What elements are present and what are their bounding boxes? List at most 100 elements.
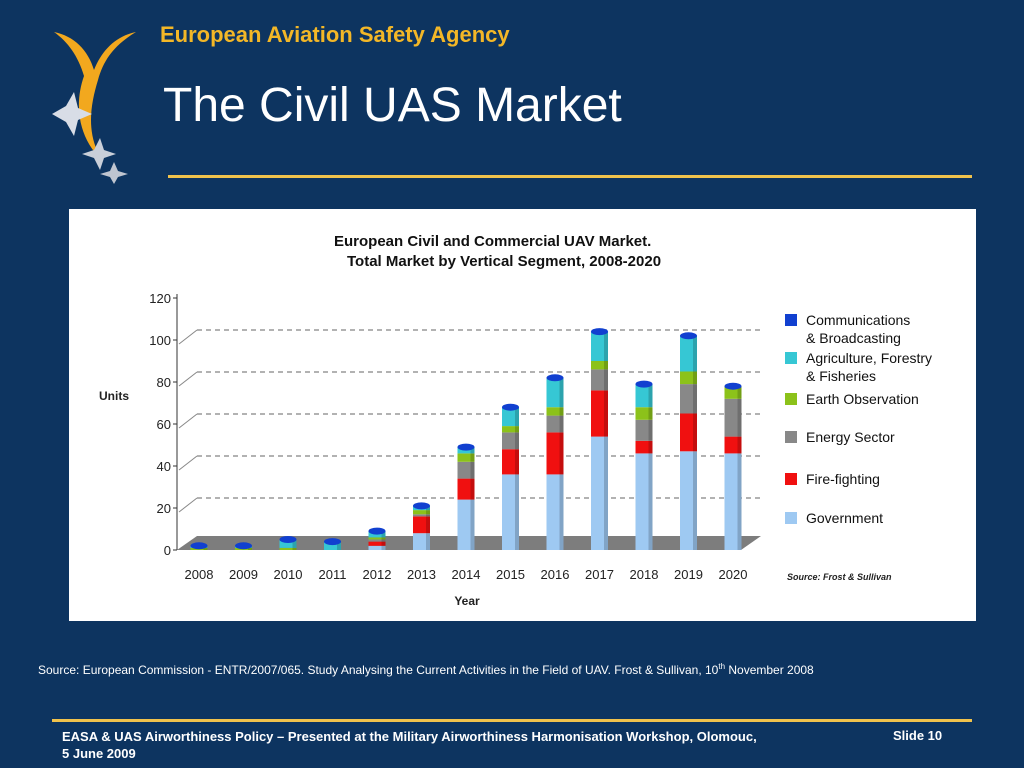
y-tick-label: 60	[157, 417, 171, 432]
bar-segment-government-2019	[680, 451, 697, 550]
y-tick-label: 0	[164, 543, 171, 558]
bar-segment-government-2016	[546, 474, 564, 550]
bar-shade-2019	[693, 335, 697, 372]
bar-shade-2014	[470, 447, 475, 454]
bar-shade-2013	[426, 533, 430, 550]
bar-shade-2012	[381, 537, 386, 540]
bar-shade-2019	[693, 384, 697, 414]
bar-shade-2020	[737, 398, 742, 437]
bar-shade-2012	[381, 539, 386, 542]
bar-segment-agriculture-forestry-fisheries-2017	[591, 331, 608, 361]
legend-swatch-4	[785, 473, 797, 485]
source-superscript: th	[718, 662, 726, 671]
source-citation: Source: European Commission - ENTR/2007/…	[38, 662, 814, 677]
bar-shade-2017	[604, 361, 608, 370]
bar-cap-2010	[279, 536, 297, 543]
bar-cap-2018	[635, 380, 653, 388]
gridline-diagonal	[178, 455, 198, 471]
x-tick-label-2009: 2009	[229, 567, 258, 582]
x-tick-label-2013: 2013	[407, 567, 436, 582]
source-date: November 2008	[725, 663, 814, 677]
x-tick-label-2020: 2020	[719, 567, 748, 582]
bar-shade-2019	[693, 413, 697, 452]
legend-label-0-0: Communications	[806, 312, 910, 328]
bar-shade-2014	[470, 453, 475, 462]
logo-bird-swoosh	[54, 32, 136, 160]
bar-shade-2020	[737, 386, 742, 399]
bar-segment-energy-sector-2013	[413, 514, 430, 517]
bar-shade-2018	[648, 419, 653, 441]
bar-cap-2012	[368, 527, 386, 535]
bar-segment-fire-fighting-2020	[724, 436, 742, 454]
logo-star-1	[52, 92, 92, 136]
bar-segment-energy-sector-2014	[457, 461, 475, 479]
legend-swatch-1	[785, 352, 797, 364]
bar-segment-government-2015	[502, 474, 519, 550]
bar-segment-fire-fighting-2017	[591, 390, 608, 437]
bar-segment-agriculture-forestry-fisheries-2010	[279, 539, 297, 548]
y-axis-label: Units	[99, 389, 129, 403]
x-tick-label-2017: 2017	[585, 567, 614, 582]
x-tick-label-2019: 2019	[674, 567, 703, 582]
bar-shade-2012	[381, 531, 386, 538]
bar-shade-2020	[737, 436, 742, 454]
bar-segment-energy-sector-2018	[635, 419, 653, 441]
bar-shade-2018	[648, 384, 653, 408]
bar-segment-government-2013	[413, 533, 430, 550]
bar-shade-2013	[426, 514, 430, 517]
legend-label-1-0: Agriculture, Forestry	[806, 350, 932, 366]
gridline-diagonal	[178, 329, 198, 345]
bar-shade-2009	[248, 547, 252, 550]
legend-swatch-2	[785, 393, 797, 405]
bar-shade-2016	[559, 415, 564, 433]
bar-shade-2015	[515, 432, 519, 450]
bar-shade-2017	[604, 390, 608, 437]
x-tick-label-2011: 2011	[319, 567, 347, 582]
legend-label-3-0: Energy Sector	[806, 429, 895, 445]
legend-swatch-5	[785, 512, 797, 524]
y-tick-label: 120	[149, 291, 171, 306]
gridline-diagonal	[178, 413, 198, 429]
bar-segment-government-2020	[724, 453, 742, 550]
bar-segment-government-2018	[635, 453, 653, 550]
bar-segment-energy-sector-2016	[546, 415, 564, 433]
bar-shade-2016	[559, 474, 564, 550]
bar-segment-earth-observation-2016	[546, 407, 564, 416]
bar-segment-energy-sector-2019	[680, 384, 697, 414]
bar-shade-2014	[470, 461, 475, 479]
bar-segment-earth-observation-2012	[368, 537, 386, 540]
bar-shade-2015	[515, 474, 519, 550]
y-tick-label: 100	[149, 333, 171, 348]
bar-cap-2011	[324, 538, 341, 546]
chart-source-note: Source: Frost & Sullivan	[787, 572, 892, 582]
bar-segment-fire-fighting-2014	[457, 478, 475, 500]
chart-panel: European Civil and Commercial UAV Market…	[69, 209, 976, 621]
bar-cap-2013	[413, 502, 430, 510]
slide-number: Slide 10	[893, 728, 943, 743]
bar-segment-agriculture-forestry-fisheries-2016	[546, 377, 564, 408]
bar-segment-fire-fighting-2012	[368, 541, 386, 546]
x-tick-label-2008: 2008	[185, 567, 214, 582]
logo-star-3	[100, 162, 128, 184]
x-tick-label-2016: 2016	[541, 567, 570, 582]
x-tick-label-2012: 2012	[363, 567, 392, 582]
bar-segment-fire-fighting-2018	[635, 440, 653, 454]
bar-cap-2017	[591, 328, 608, 336]
bar-segment-fire-fighting-2013	[413, 516, 430, 534]
bar-shade-2017	[604, 331, 608, 361]
bar-shade-2015	[515, 449, 519, 475]
x-tick-label-2018: 2018	[630, 567, 659, 582]
bar-shade-2012	[381, 545, 386, 550]
bar-shade-2015	[515, 426, 519, 433]
bar-shade-2016	[559, 432, 564, 475]
footer-divider	[52, 719, 972, 722]
gridline-diagonal	[178, 497, 198, 513]
x-tick-label-2015: 2015	[496, 567, 525, 582]
bar-segment-earth-observation-2015	[502, 426, 519, 433]
chart-subtitle: Total Market by Vertical Segment, 2008-2…	[347, 253, 661, 270]
bar-cap-2015	[502, 403, 519, 411]
bar-shade-2018	[648, 407, 653, 420]
bar-cap-2016	[546, 374, 564, 382]
bar-cap-2008	[190, 542, 208, 550]
bar-segment-earth-observation-2013	[413, 510, 430, 515]
